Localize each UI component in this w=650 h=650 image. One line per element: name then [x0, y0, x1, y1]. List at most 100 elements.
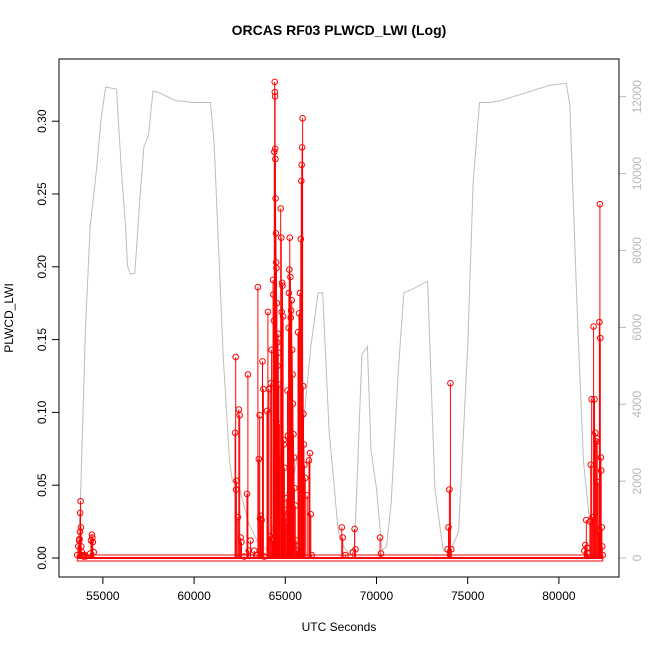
y-tick-label: 0.20: [35, 255, 49, 279]
y-axis: 0.00 0.05 0.10 0.15 0.20 0.25 0.30: [35, 109, 59, 570]
series-point: [448, 546, 455, 553]
series-point: [247, 537, 254, 544]
series-point: [289, 400, 297, 408]
y2-tick-label: 2000: [630, 467, 644, 494]
series-point: [271, 145, 279, 153]
y-tick-label: 0.30: [35, 109, 49, 133]
series-point: [299, 382, 307, 390]
series-point: [598, 524, 606, 531]
series-point: [89, 538, 97, 546]
x-tick-label: 65000: [269, 589, 303, 603]
series-point: [288, 346, 296, 354]
series-point: [238, 538, 245, 546]
series-point: [446, 486, 453, 493]
series-point: [597, 467, 605, 474]
series-point: [277, 205, 285, 212]
x-tick-label: 55000: [86, 589, 120, 603]
series-point: [597, 454, 605, 461]
series-point: [254, 283, 262, 291]
series-point: [287, 273, 294, 281]
x-tick-label: 75000: [451, 589, 485, 603]
y-tick-label: 0.05: [35, 473, 49, 497]
series-point: [80, 553, 87, 560]
x-tick-label: 70000: [360, 589, 394, 603]
series-point: [583, 516, 590, 524]
y2-axis-right: 0 2000 4000 6000 8000 10000 12000: [619, 80, 644, 561]
series-point: [271, 88, 279, 96]
series-point: [302, 474, 309, 482]
series-point: [280, 441, 288, 448]
series-point: [291, 484, 298, 492]
series-point: [286, 234, 294, 241]
series-point: [89, 534, 96, 541]
series-point: [287, 307, 295, 314]
y2-tick-label: 8000: [630, 237, 644, 264]
series-point: [272, 195, 279, 202]
series-point: [376, 534, 384, 541]
series-point: [264, 308, 272, 316]
series-point: [236, 412, 243, 419]
series-point: [280, 436, 287, 444]
y-tick-label: 0.15: [35, 328, 49, 352]
series-point: [597, 334, 604, 342]
series-point: [301, 461, 308, 469]
series-point: [305, 457, 313, 464]
y2-tick-label: 0: [630, 554, 644, 561]
series-point: [231, 429, 239, 437]
series-point: [271, 93, 279, 100]
y-axis-label: PLWCD_LWI: [2, 283, 16, 353]
y2-tick-label: 12000: [630, 80, 644, 114]
series-point: [273, 299, 281, 307]
series-point: [300, 410, 307, 418]
series-point: [288, 297, 296, 304]
series-point: [88, 531, 96, 539]
series-point: [300, 441, 308, 448]
y2-tick-label: 10000: [630, 157, 644, 191]
series-point: [90, 548, 97, 556]
series-point: [273, 264, 280, 272]
series-point: [77, 497, 84, 505]
series-point: [447, 380, 454, 387]
series-point: [289, 371, 296, 378]
series-line-right: [76, 82, 602, 556]
series-point: [592, 429, 599, 437]
series-point: [338, 524, 346, 531]
x-axis: 55000 60000 65000 70000 75000 80000: [86, 576, 576, 603]
series-point: [351, 525, 358, 533]
series-point: [299, 115, 306, 122]
chart-title: ORCAS RF03 PLWCD_LWI (Log): [232, 22, 447, 38]
y2-tick-label: 4000: [630, 391, 644, 418]
series-point: [237, 534, 244, 541]
series-point: [244, 371, 252, 378]
series-point: [77, 524, 85, 531]
series-point: [279, 282, 286, 290]
series-layer: [74, 78, 607, 562]
y-tick-label: 0.10: [35, 400, 49, 424]
series-point: [251, 547, 258, 555]
series-point: [599, 543, 606, 550]
y-tick-label: 0.00: [35, 546, 49, 570]
series-point: [352, 546, 359, 553]
series-point: [290, 454, 298, 461]
series-point: [232, 353, 239, 361]
series-point: [599, 551, 607, 559]
series-point: [307, 511, 315, 518]
series-point: [273, 339, 281, 346]
series-point: [591, 396, 598, 403]
series-point: [259, 358, 266, 365]
series-point: [82, 553, 89, 560]
series-point: [278, 234, 285, 241]
series-point: [272, 230, 280, 237]
plot-frame: [58, 58, 620, 578]
series-point: [290, 430, 297, 438]
series-point: [590, 323, 597, 330]
series-point: [258, 516, 265, 524]
series-point: [279, 313, 287, 320]
series-point: [263, 407, 271, 415]
series-point: [272, 155, 279, 163]
x-axis-label: UTC Seconds: [302, 620, 377, 634]
x-tick-label: 60000: [177, 589, 211, 603]
series-point: [243, 490, 251, 498]
series-point: [306, 449, 314, 457]
